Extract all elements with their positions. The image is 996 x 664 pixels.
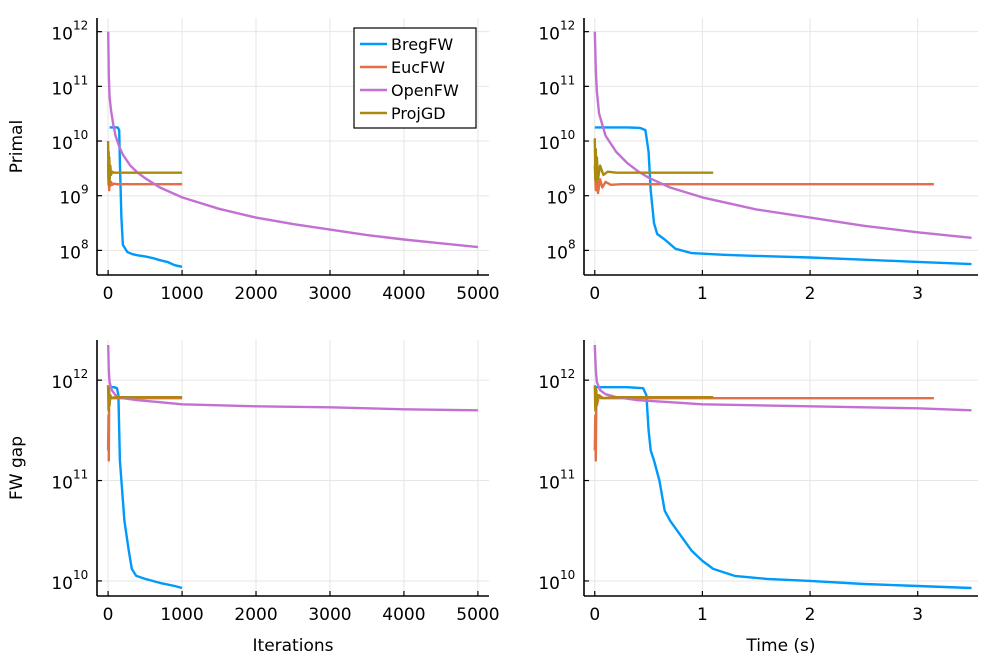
y-tick-label: 10	[59, 189, 81, 209]
y-axis-label: Primal	[7, 120, 27, 173]
x-tick-label: 1	[697, 605, 708, 625]
y-tick-exponent: 12	[560, 367, 575, 381]
y-tick-exponent: 10	[73, 128, 88, 142]
y-tick-label: 10	[538, 79, 560, 99]
y-tick-exponent: 8	[568, 237, 576, 251]
y-tick-exponent: 11	[73, 468, 88, 482]
series-line-projgd	[593, 138, 714, 184]
x-tick-label: 0	[103, 605, 114, 625]
y-tick-exponent: 11	[73, 73, 88, 87]
legend: BregFW EucFW OpenFW ProjGD	[353, 27, 477, 129]
series-line-openfw	[107, 344, 478, 412]
series-line-projgd	[106, 140, 183, 186]
x-tick-label: 1000	[160, 284, 203, 304]
y-tick-label: 10	[538, 25, 560, 45]
y-tick-exponent: 12	[560, 19, 575, 33]
series-line-bregfw	[109, 126, 183, 268]
y-tick-label: 10	[538, 373, 560, 393]
series-group	[106, 31, 479, 268]
x-tick-label: 2000	[234, 284, 277, 304]
x-tick-label: 2	[805, 284, 816, 304]
series-group	[106, 344, 478, 590]
y-tick-label: 10	[538, 134, 560, 154]
series-line-bregfw	[109, 386, 183, 590]
series-line-projgd	[106, 385, 183, 412]
y-axis-label: FW gap	[7, 436, 27, 500]
series-line-openfw	[593, 344, 972, 412]
x-tick-label: 4000	[382, 284, 425, 304]
y-tick-exponent: 10	[73, 568, 88, 582]
x-tick-label: 2	[805, 605, 816, 625]
x-tick-label: 5000	[456, 284, 499, 304]
y-tick-label: 10	[51, 134, 73, 154]
x-tick-label: 3000	[308, 284, 351, 304]
x-tick-label: 0	[103, 284, 114, 304]
y-tick-exponent: 9	[568, 183, 576, 197]
series-line-openfw	[593, 31, 972, 239]
x-tick-label: 3000	[308, 605, 351, 625]
x-tick-label: 0	[589, 284, 600, 304]
series-line-bregfw	[594, 386, 972, 590]
y-tick-exponent: 9	[81, 183, 89, 197]
y-tick-label: 10	[51, 373, 73, 393]
y-tick-label: 10	[546, 243, 568, 263]
y-tick-label: 10	[51, 79, 73, 99]
y-tick-label: 10	[538, 574, 560, 594]
x-tick-label: 3	[912, 284, 923, 304]
y-tick-label: 10	[546, 189, 568, 209]
series-line-projgd	[593, 385, 714, 412]
legend-label: OpenFW	[391, 81, 459, 100]
series-group	[593, 31, 972, 266]
y-tick-label: 10	[51, 574, 73, 594]
x-tick-label: 2000	[234, 605, 277, 625]
x-axis-label: Time (s)	[745, 636, 815, 656]
series-line-bregfw	[594, 126, 972, 266]
series-line-eucfw	[593, 165, 934, 195]
y-tick-exponent: 12	[73, 19, 88, 33]
x-tick-label: 1	[697, 284, 708, 304]
y-tick-exponent: 11	[560, 468, 575, 482]
x-tick-label: 3	[912, 605, 923, 625]
x-tick-label: 1000	[160, 605, 203, 625]
series-group	[593, 344, 972, 590]
y-tick-exponent: 12	[73, 367, 88, 381]
x-axis-label: Iterations	[253, 636, 334, 656]
y-tick-exponent: 10	[560, 568, 575, 582]
x-tick-label: 5000	[456, 605, 499, 625]
series-line-openfw	[107, 31, 479, 249]
y-tick-label: 10	[51, 474, 73, 494]
legend-label: ProjGD	[391, 104, 446, 123]
x-tick-label: 4000	[382, 605, 425, 625]
y-tick-exponent: 10	[560, 128, 575, 142]
y-tick-label: 10	[538, 474, 560, 494]
legend-label: EucFW	[391, 58, 445, 77]
y-tick-label: 10	[51, 25, 73, 45]
y-tick-exponent: 11	[560, 73, 575, 87]
y-tick-label: 10	[59, 243, 81, 263]
legend-label: BregFW	[391, 35, 453, 54]
y-tick-exponent: 8	[81, 237, 89, 251]
x-tick-label: 0	[589, 605, 600, 625]
